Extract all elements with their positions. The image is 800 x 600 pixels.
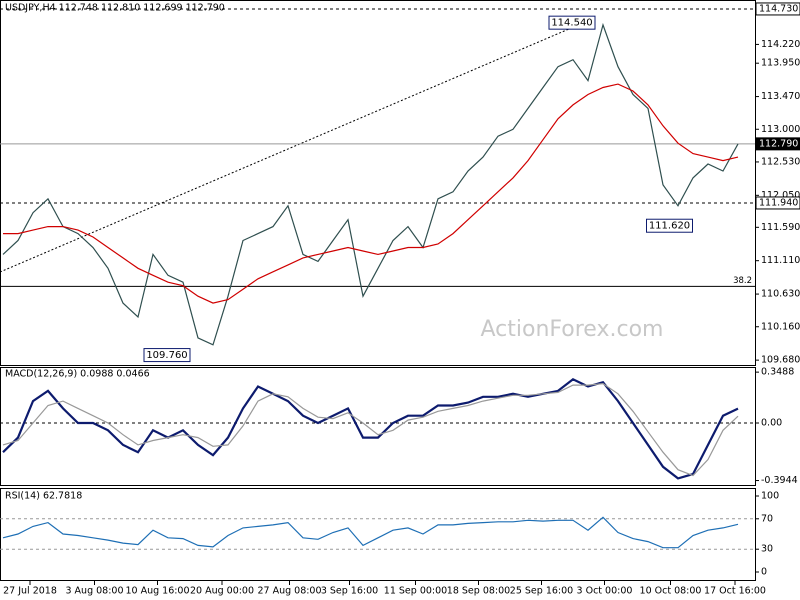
panel-title: RSI(14) 62.7818	[5, 491, 82, 502]
y-tick-label: 110.630	[761, 289, 800, 300]
y-tick-label: 113.000	[761, 124, 800, 135]
price-label-box	[646, 218, 693, 233]
x-tick-label: 3 Aug 08:00	[65, 586, 123, 597]
y-tick-label: 0	[761, 567, 767, 578]
price-tag-label: 112.790	[759, 138, 798, 149]
y-tick-label: 111.590	[761, 222, 800, 233]
y-tick-label: 112.050	[761, 190, 800, 201]
y-tick-label: 0.00	[761, 418, 782, 429]
price-label: 114.540	[551, 18, 592, 29]
y-tick-label: 109.680	[761, 355, 800, 366]
x-tick-label: 18 Sep 08:00	[447, 586, 510, 597]
series-line	[2, 378, 739, 480]
x-tick-label: 17 Oct 16:00	[704, 586, 766, 597]
trend-line	[0, 19, 591, 273]
price-tag	[755, 2, 800, 16]
fib-label: 38.2	[733, 276, 752, 286]
x-tick-label: 10 Aug 16:00	[125, 586, 189, 597]
price-label: 111.620	[649, 221, 690, 232]
price-tag	[755, 196, 800, 210]
x-tick-label: 20 Aug 00:00	[190, 586, 254, 597]
y-tick-label: 113.950	[761, 58, 800, 69]
y-tick-label: 114.220	[761, 39, 800, 50]
rsi-panel	[0, 488, 756, 581]
y-tick-label: 110.160	[761, 321, 800, 332]
y-tick-label: -0.3944	[761, 475, 798, 486]
y-tick-label: 70	[761, 513, 773, 524]
y-tick-label: 113.470	[761, 91, 800, 102]
y-tick-label: 100	[761, 491, 779, 502]
x-tick-label: 3 Oct 00:00	[577, 586, 633, 597]
y-tick-label: 112.530	[761, 156, 800, 167]
watermark: ActionForex.com	[481, 317, 664, 342]
x-tick-label: 27 Jul 2018	[3, 586, 57, 597]
series-line	[3, 83, 739, 304]
price-tag	[755, 137, 800, 151]
x-tick-label: 3 Sep 16:00	[321, 586, 378, 597]
x-tick-label: 25 Sep 16:00	[510, 586, 573, 597]
price-panel	[0, 0, 756, 366]
x-tick-label: 11 Sep 00:00	[384, 586, 447, 597]
macd-panel	[0, 367, 756, 486]
y-tick-label: 30	[761, 544, 773, 555]
price-label-box	[143, 348, 191, 363]
y-tick-label: 111.110	[761, 255, 800, 266]
series-line	[2, 516, 739, 549]
panel-title: MACD(12,26,9) 0.0988 0.0466	[5, 369, 150, 380]
x-tick-label: 10 Oct 08:00	[640, 586, 702, 597]
panel-title: USDJPY,H4 112.748 112.810 112.699 112.79…	[5, 3, 225, 14]
price-label: 109.760	[146, 350, 187, 361]
price-tag-label: 111.940	[759, 197, 798, 208]
x-tick-label: 27 Aug 08:00	[257, 586, 321, 597]
price-label-box	[548, 15, 596, 30]
series-line	[2, 22, 739, 346]
y-tick-label: 0.3488	[761, 367, 794, 378]
price-tag-label: 114.730	[759, 3, 798, 14]
series-line	[2, 382, 739, 477]
